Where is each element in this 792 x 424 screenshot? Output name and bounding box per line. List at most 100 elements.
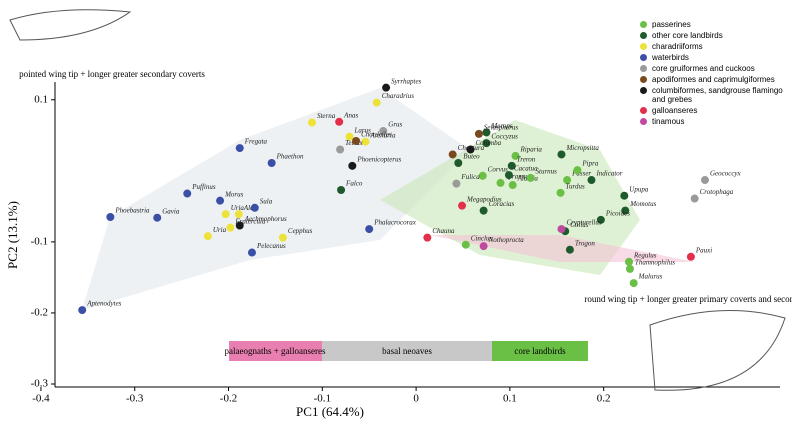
point-label: Crypturellus — [566, 219, 601, 227]
point — [482, 128, 491, 137]
point — [226, 223, 235, 232]
point — [106, 213, 115, 222]
legend-item: columbiformes, sandgrouse flamingo and g… — [640, 86, 790, 104]
point — [526, 173, 535, 182]
point — [452, 179, 461, 188]
legend-swatch — [640, 32, 647, 39]
clade-bar — [322, 341, 492, 361]
point — [183, 189, 192, 198]
point-label: Upupa — [629, 185, 649, 193]
legend-item: other core landbirds — [640, 31, 790, 40]
point-label: Aechmophorus — [244, 215, 287, 223]
legend-swatch — [640, 21, 647, 28]
point-label: Aptenodytes — [86, 300, 121, 308]
point — [686, 252, 695, 261]
clade-label: basal neoaves — [382, 346, 432, 356]
point-label: Micropsitta — [565, 144, 599, 152]
point-label: Nothoprocta — [488, 236, 525, 244]
point — [482, 139, 491, 148]
point-label: Grus — [388, 121, 402, 129]
legend-label: other core landbirds — [652, 31, 723, 40]
point — [382, 83, 391, 92]
point — [221, 210, 230, 219]
legend-swatch — [640, 118, 647, 125]
point — [507, 161, 516, 170]
point-label: Phaethon — [276, 153, 304, 161]
point-label: Phalacrocorax — [373, 219, 417, 227]
point — [479, 242, 488, 251]
legend-label: galloanseres — [652, 106, 698, 115]
point — [267, 159, 276, 168]
point — [78, 306, 87, 315]
clade-bar — [229, 341, 322, 361]
point-label: Chordeiles — [361, 131, 392, 139]
point — [448, 150, 457, 159]
legend-swatch — [640, 76, 647, 83]
point-label: Riparia — [520, 146, 543, 154]
point-label: Megapodius — [466, 195, 502, 203]
point — [556, 188, 565, 197]
point-label: Thamnophilus — [635, 258, 675, 266]
point — [557, 225, 566, 234]
point — [234, 210, 243, 219]
legend-item: apodiformes and caprimulgiformes — [640, 75, 790, 84]
point — [352, 136, 361, 145]
y-axis-title: PC2 (13.1%) — [5, 201, 20, 269]
y-tick-label: -0.2 — [31, 306, 48, 318]
point-label: Syrrhaptes — [391, 77, 421, 85]
legend-label: passerines — [652, 20, 691, 29]
point — [337, 186, 346, 195]
point-label: Pelecanus — [256, 242, 286, 250]
point-label: Sterna — [317, 112, 336, 120]
point-label: Puffinus — [191, 183, 216, 191]
point-label: Cinclus — [471, 234, 493, 242]
point — [629, 279, 638, 288]
point — [423, 233, 432, 242]
point — [361, 137, 370, 146]
point-label: Cepphus — [288, 227, 313, 235]
point-label: Tyrannus — [506, 173, 532, 181]
point-label: Turdus — [566, 182, 585, 190]
point-label: Uria — [213, 226, 227, 234]
annotation: pointed wing tip + longer greater second… — [19, 69, 205, 79]
legend-label: apodiformes and caprimulgiformes — [652, 75, 775, 84]
point — [335, 117, 344, 126]
point — [700, 176, 709, 185]
point-label: Anas — [343, 111, 358, 119]
point — [235, 144, 244, 153]
point — [379, 127, 388, 136]
point-label: Chauna — [432, 227, 455, 235]
legend-label: charadriiforms — [652, 42, 703, 51]
point-label: Alca — [243, 204, 257, 212]
point-label: Coracias — [489, 200, 515, 208]
point — [365, 225, 374, 234]
point-label: Geococcyx — [710, 170, 742, 178]
point-label: Coccyzus — [491, 133, 518, 141]
point — [478, 171, 487, 180]
legend-item: charadriiforms — [640, 42, 790, 51]
hull-basal — [82, 88, 470, 310]
x-axis-title: PC1 (64.4%) — [296, 404, 364, 419]
point — [278, 233, 287, 242]
point-label: Fulica — [460, 173, 480, 181]
point-label: Larus — [354, 126, 372, 134]
legend-label: core gruiformes and cuckoos — [652, 64, 755, 73]
legend-swatch — [640, 87, 647, 94]
point-label: Cacatua — [514, 165, 538, 173]
point — [466, 145, 475, 154]
point-label: Columba — [475, 139, 501, 147]
point-label: Gavia — [162, 207, 180, 215]
point-label: Malurus — [638, 273, 663, 281]
point — [563, 176, 572, 185]
annotation: round wing tip + longer greater primary … — [584, 294, 792, 304]
point-label: Fregata — [244, 138, 268, 146]
point-label: Pipra — [581, 160, 598, 168]
legend-item: waterbirds — [640, 53, 790, 62]
point — [624, 257, 633, 266]
point-label: Sturnus — [536, 168, 558, 176]
point-label: Corvus — [488, 165, 509, 173]
point-label: Pauxi — [695, 246, 712, 254]
point-label: Phoenicopterus — [356, 155, 401, 163]
x-tick-label: 0.1 — [503, 393, 517, 405]
point — [372, 98, 381, 107]
